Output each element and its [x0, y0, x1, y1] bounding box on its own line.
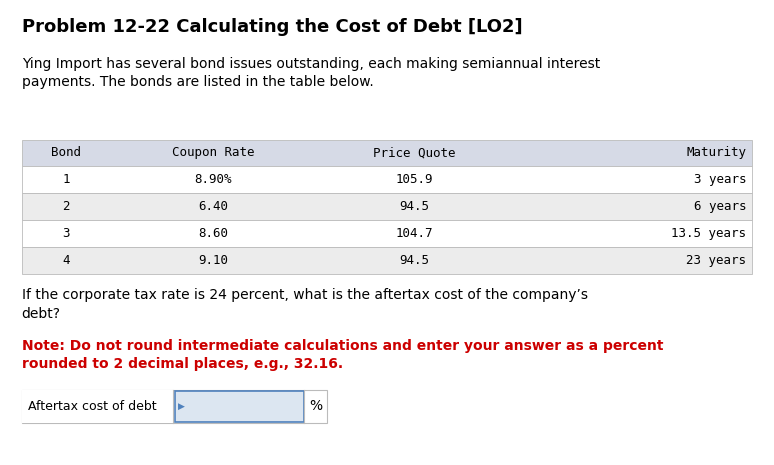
Text: 105.9: 105.9	[396, 173, 433, 186]
Text: Bond: Bond	[51, 146, 80, 159]
Text: 6 years: 6 years	[694, 200, 746, 213]
Text: 94.5: 94.5	[399, 254, 429, 267]
Text: 23 years: 23 years	[686, 254, 746, 267]
Text: Aftertax cost of debt: Aftertax cost of debt	[28, 400, 156, 413]
Text: Problem 12-22 Calculating the Cost of Debt [LO2]: Problem 12-22 Calculating the Cost of De…	[22, 18, 522, 36]
Text: 8.60: 8.60	[198, 227, 228, 240]
Text: %: %	[310, 399, 322, 413]
Text: If the corporate tax rate is 24 percent, what is the aftertax cost of the compan: If the corporate tax rate is 24 percent,…	[22, 288, 587, 321]
Text: 3: 3	[62, 227, 70, 240]
Text: 2: 2	[62, 200, 70, 213]
Text: 94.5: 94.5	[399, 200, 429, 213]
Text: Maturity: Maturity	[686, 146, 746, 159]
Text: 6.40: 6.40	[198, 200, 228, 213]
Text: 8.90%: 8.90%	[194, 173, 231, 186]
Text: 4: 4	[62, 254, 70, 267]
Text: 13.5 years: 13.5 years	[671, 227, 746, 240]
Text: 3 years: 3 years	[694, 173, 746, 186]
Text: Ying Import has several bond issues outstanding, each making semiannual interest: Ying Import has several bond issues outs…	[22, 57, 600, 89]
Text: ▶: ▶	[178, 402, 185, 411]
Text: 9.10: 9.10	[198, 254, 228, 267]
Text: Coupon Rate: Coupon Rate	[172, 146, 254, 159]
Text: 1: 1	[62, 173, 70, 186]
Text: Price Quote: Price Quote	[373, 146, 455, 159]
Text: 104.7: 104.7	[396, 227, 433, 240]
Text: Note: Do not round intermediate calculations and enter your answer as a percent
: Note: Do not round intermediate calculat…	[22, 339, 663, 371]
